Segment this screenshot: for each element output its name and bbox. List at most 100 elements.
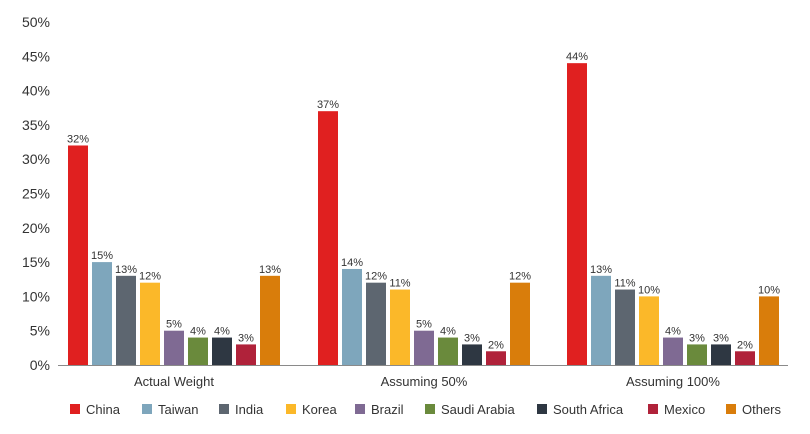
legend-label: Mexico <box>664 402 705 417</box>
bar-mexico <box>486 351 506 365</box>
category-label: Actual Weight <box>134 374 214 389</box>
data-label: 5% <box>166 319 182 331</box>
bar-india <box>366 282 386 365</box>
legend-item-korea: Korea <box>286 402 337 417</box>
legend-label: Korea <box>302 402 337 417</box>
legend: China Taiwan India Korea Brazil Saudi Arabia S… <box>70 402 782 417</box>
y-tick-label: 20% <box>22 220 50 236</box>
data-label: 13% <box>590 264 612 276</box>
bar-brazil <box>663 337 683 365</box>
bar-saudi-arabia <box>687 344 707 365</box>
bar-taiwan <box>342 268 362 365</box>
legend-swatch <box>537 404 547 414</box>
bar-korea <box>390 289 410 365</box>
legend-item-brazil: Brazil <box>355 402 404 417</box>
bar-india <box>116 275 136 365</box>
bar-saudi-arabia <box>188 337 208 365</box>
legend-item-others: Others <box>726 402 782 417</box>
bars <box>68 63 779 366</box>
data-label: 2% <box>737 339 753 351</box>
legend-label: South Africa <box>553 402 624 417</box>
legend-swatch <box>286 404 296 414</box>
bar-south-africa <box>212 337 232 365</box>
y-tick-label: 50% <box>22 14 50 30</box>
bar-brazil <box>164 330 184 365</box>
data-label: 4% <box>214 326 230 338</box>
y-tick-label: 0% <box>30 357 50 373</box>
legend-item-china: China <box>70 402 121 417</box>
y-tick-label: 30% <box>22 151 50 167</box>
category-label: Assuming 50% <box>381 374 468 389</box>
data-labels: 32%37%44%15%14%13%13%12%11%12%11%10%5% 5%… <box>67 51 780 351</box>
legend-item-india: India <box>219 402 264 417</box>
bar-saudi-arabia <box>438 337 458 365</box>
bar-south-africa <box>711 344 731 365</box>
legend-label: Taiwan <box>158 402 198 417</box>
bar-taiwan <box>591 275 611 365</box>
bar-india <box>615 289 635 365</box>
bar-south-africa <box>462 344 482 365</box>
data-label: 13% <box>259 264 281 276</box>
legend-swatch <box>355 404 365 414</box>
y-tick-label: 5% <box>30 323 50 339</box>
bar-others <box>510 282 530 365</box>
data-label: 2% <box>488 339 504 351</box>
data-label: 11% <box>614 278 635 290</box>
legend-swatch <box>425 404 435 414</box>
data-label: 15% <box>91 250 113 262</box>
y-tick-label: 45% <box>22 48 50 64</box>
bar-korea <box>639 296 659 365</box>
y-tick-label: 10% <box>22 288 50 304</box>
legend-swatch <box>70 404 80 414</box>
y-tick-label: 35% <box>22 117 50 133</box>
y-tick-label: 25% <box>22 186 50 202</box>
legend-label: Saudi Arabia <box>441 402 515 417</box>
legend-swatch <box>219 404 229 414</box>
data-label: 10% <box>638 284 660 296</box>
y-tick-label: 15% <box>22 254 50 270</box>
category-label: Assuming 100% <box>626 374 720 389</box>
bar-mexico <box>735 351 755 365</box>
data-label: 11% <box>389 278 410 290</box>
y-tick-label: 40% <box>22 83 50 99</box>
bar-others <box>759 296 779 365</box>
data-label: 4% <box>190 326 206 338</box>
bar-others <box>260 275 280 365</box>
legend-item-south-africa: South Africa <box>537 402 624 417</box>
data-label: 4% <box>665 326 681 338</box>
data-label: 32% <box>67 133 89 145</box>
x-axis: Actual Weight Assuming 50% Assuming 100% <box>134 374 720 389</box>
legend-label: Brazil <box>371 402 404 417</box>
data-label: 10% <box>758 284 780 296</box>
bar-brazil <box>414 330 434 365</box>
legend-item-saudi-arabia: Saudi Arabia <box>425 402 515 417</box>
data-label: 3% <box>713 332 729 344</box>
data-label: 37% <box>317 99 339 111</box>
data-label: 14% <box>341 257 363 269</box>
legend-swatch <box>726 404 736 414</box>
data-label: 4% <box>440 326 456 338</box>
data-label: 3% <box>689 332 705 344</box>
legend-label: Others <box>742 402 782 417</box>
bar-mexico <box>236 344 256 365</box>
data-label: 13% <box>115 264 137 276</box>
legend-label: India <box>235 402 264 417</box>
y-axis: 0% 5% 10% 15% 20% 25% 30% 35% 40% 45% 50% <box>22 14 50 373</box>
bar-china <box>318 111 338 366</box>
bar-china <box>567 63 587 365</box>
data-label: 12% <box>509 271 531 283</box>
data-label: 3% <box>238 332 254 344</box>
legend-item-taiwan: Taiwan <box>142 402 198 417</box>
bar-china <box>68 145 88 365</box>
data-label: 12% <box>365 271 387 283</box>
bar-korea <box>140 282 160 365</box>
data-label: 44% <box>566 51 588 63</box>
legend-swatch <box>648 404 658 414</box>
data-label: 3% <box>464 332 480 344</box>
data-label: 12% <box>139 271 161 283</box>
legend-item-mexico: Mexico <box>648 402 705 417</box>
data-label: 5% <box>416 319 432 331</box>
legend-swatch <box>142 404 152 414</box>
bar-taiwan <box>92 262 112 365</box>
